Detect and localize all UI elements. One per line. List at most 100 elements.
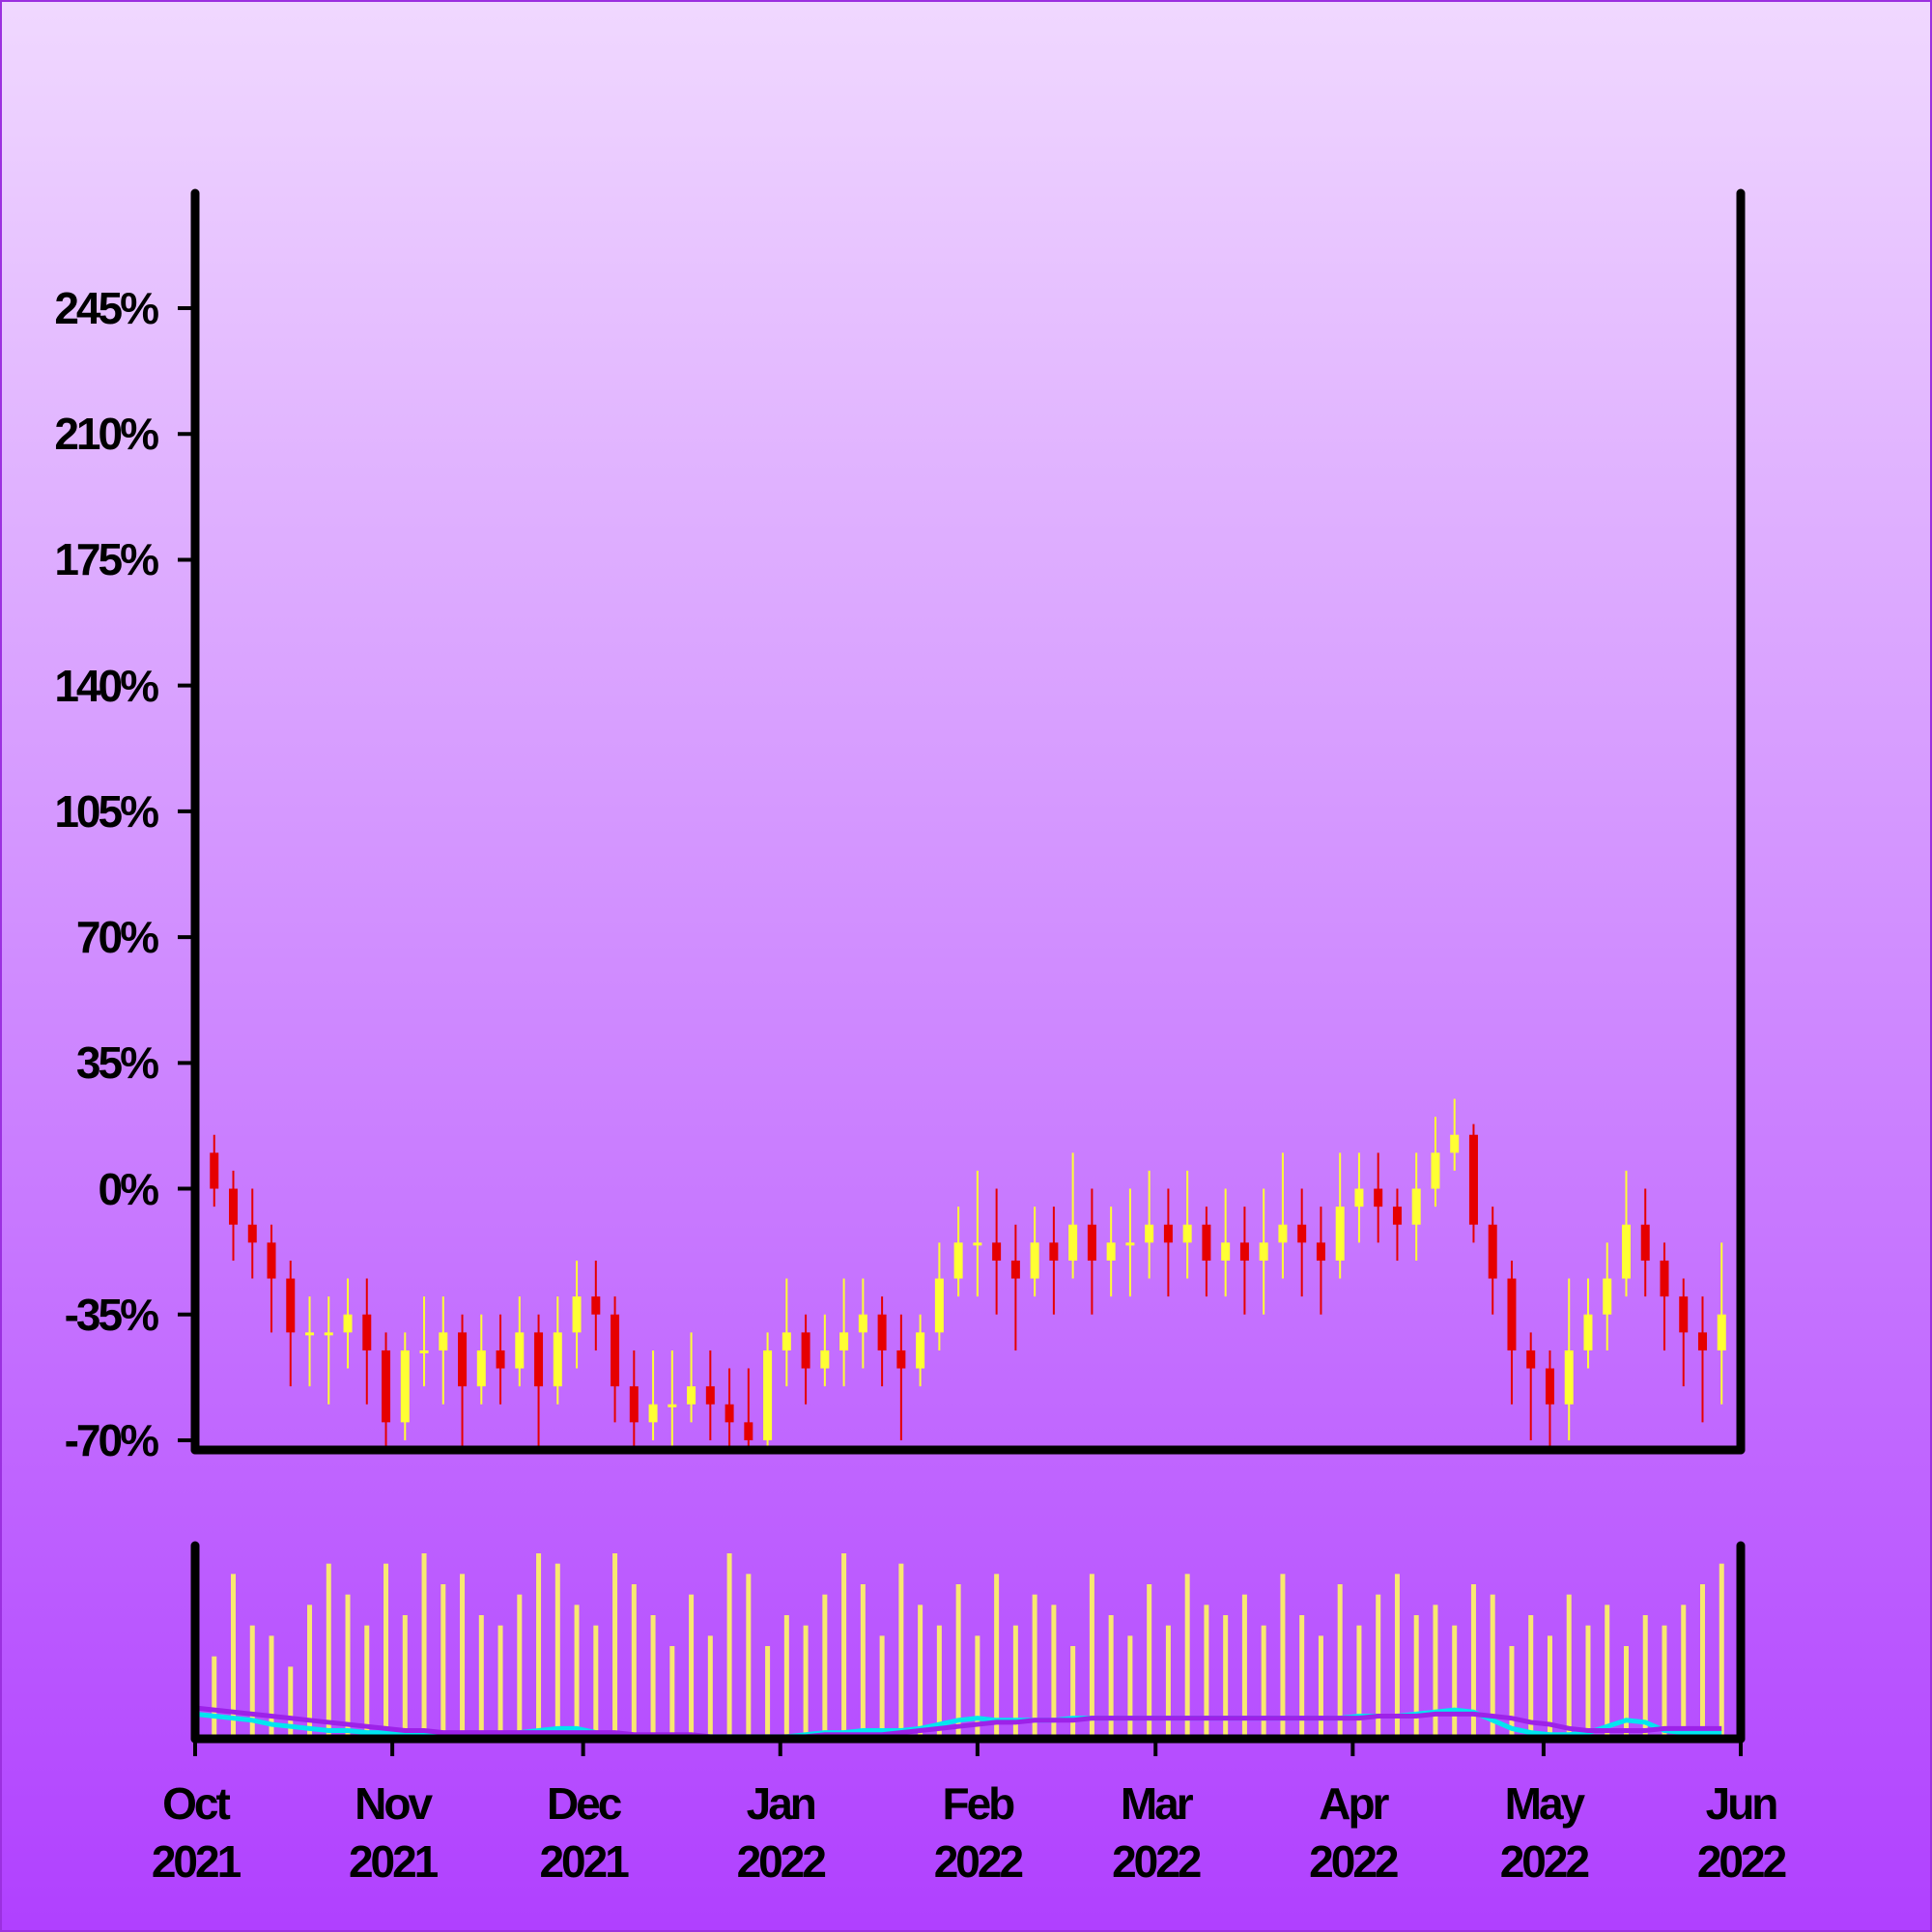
volume-bar <box>1547 1635 1552 1739</box>
candle-body <box>229 1188 239 1225</box>
candle-body <box>382 1350 391 1423</box>
candle-body <box>1679 1296 1689 1333</box>
candle-body <box>629 1386 639 1423</box>
candle-body <box>1697 1332 1707 1350</box>
volume-bar <box>212 1656 217 1739</box>
x-tick-label: Oct 2021 <box>151 1778 242 1887</box>
candle-body <box>591 1296 601 1315</box>
volume-bar <box>994 1574 1000 1739</box>
x-tick-label: May 2022 <box>1499 1778 1590 1887</box>
candle-body <box>267 1242 276 1279</box>
candle-body <box>1030 1242 1039 1279</box>
candle-body <box>1010 1260 1020 1279</box>
volume-bar <box>1108 1615 1114 1739</box>
candle-body <box>210 1152 219 1189</box>
candle-body <box>1125 1242 1135 1246</box>
candle-body <box>1202 1224 1211 1261</box>
candle-body <box>801 1332 810 1369</box>
candle-body <box>1259 1242 1268 1261</box>
volume-bar <box>1566 1594 1572 1739</box>
volume-average-line <box>194 1705 1722 1740</box>
volume-bar <box>1204 1605 1209 1739</box>
volume-bar <box>898 1563 904 1739</box>
volume-bar <box>517 1594 523 1739</box>
candle-body <box>1526 1350 1536 1369</box>
volume-bar <box>1070 1646 1076 1739</box>
candle-body <box>1182 1224 1192 1243</box>
volume-bar <box>1623 1646 1629 1739</box>
volume-bar <box>936 1625 942 1739</box>
candle-body <box>1507 1278 1517 1350</box>
candle-body <box>1545 1368 1554 1405</box>
volume-bar <box>841 1553 847 1739</box>
candle-body <box>1640 1224 1650 1261</box>
volume-bar <box>726 1553 732 1739</box>
volume-bar <box>1032 1594 1037 1739</box>
candle-body <box>534 1332 544 1387</box>
candle-body <box>687 1386 696 1405</box>
candle-body <box>1335 1207 1345 1261</box>
y-tick-label: 35% <box>75 1037 159 1089</box>
volume-bar <box>955 1584 961 1739</box>
volume-bar <box>288 1666 294 1739</box>
candle-body <box>419 1350 429 1353</box>
candle-body <box>992 1242 1002 1261</box>
volume-bar <box>1642 1615 1648 1739</box>
volume-bar <box>1184 1574 1190 1739</box>
volume-bar <box>249 1625 255 1739</box>
volume-bar <box>1318 1635 1323 1739</box>
y-tick-label: 70% <box>75 912 159 963</box>
candle-body <box>1660 1260 1669 1297</box>
volume-bar <box>1165 1625 1171 1739</box>
candle-body <box>496 1350 505 1369</box>
axes <box>178 188 1746 1756</box>
candle-body <box>1068 1224 1078 1261</box>
candle-body <box>763 1350 773 1440</box>
candle-body <box>1717 1314 1726 1350</box>
candle-body <box>877 1314 887 1350</box>
y-tick-label: 0% <box>98 1163 159 1214</box>
x-tick-label: Feb 2022 <box>933 1778 1024 1887</box>
volume-bar <box>536 1553 542 1739</box>
candle-body <box>1374 1188 1383 1208</box>
volume-bar <box>612 1553 618 1739</box>
candle-body <box>1450 1134 1460 1153</box>
volume-bar <box>460 1574 466 1739</box>
candle-body <box>953 1242 963 1279</box>
candle-body <box>648 1404 658 1423</box>
volume-bar <box>326 1563 331 1739</box>
volume-bar <box>1413 1615 1419 1739</box>
volume-bar <box>307 1605 313 1739</box>
candle-body <box>744 1422 753 1440</box>
volume-bar <box>1470 1584 1476 1739</box>
x-tick-label: Mar 2022 <box>1112 1778 1202 1887</box>
candle-body <box>1145 1224 1154 1243</box>
candle-body <box>1431 1152 1440 1189</box>
volume-bar <box>1394 1574 1400 1739</box>
candle-body <box>1316 1242 1325 1261</box>
candle-body <box>820 1350 830 1369</box>
volume-bar <box>975 1635 980 1739</box>
volume-bar <box>574 1605 580 1739</box>
candle-body <box>1488 1224 1497 1279</box>
candle-body <box>1583 1314 1593 1350</box>
volume-bar <box>1490 1594 1495 1739</box>
volume-bar <box>707 1635 713 1739</box>
candle-body <box>724 1404 734 1423</box>
volume-bar <box>1147 1584 1152 1739</box>
y-tick-label: 105% <box>54 785 159 837</box>
volume-bar <box>421 1553 427 1739</box>
volume-bar <box>1223 1615 1229 1739</box>
volume-bar <box>402 1615 408 1739</box>
volume-bar <box>631 1584 637 1739</box>
volume-bar <box>1452 1625 1458 1739</box>
candle-body <box>247 1224 257 1243</box>
volume-bar <box>1433 1605 1438 1739</box>
volume-bar <box>860 1584 866 1739</box>
volume-bar <box>364 1625 370 1739</box>
candle-body <box>1354 1188 1364 1208</box>
candle-body <box>1278 1224 1288 1243</box>
candle-body <box>1621 1224 1631 1279</box>
candle-body <box>553 1332 562 1387</box>
x-tick-label: Dec 2021 <box>539 1778 629 1887</box>
